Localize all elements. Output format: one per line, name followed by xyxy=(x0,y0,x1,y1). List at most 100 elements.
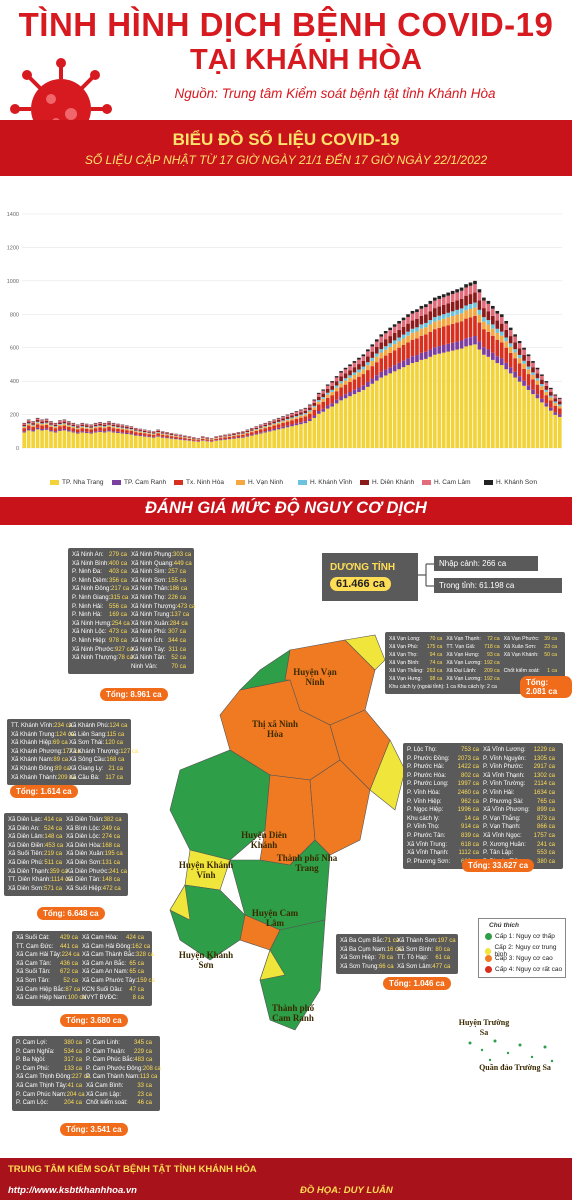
bar-segment xyxy=(98,427,102,431)
bar-segment xyxy=(513,352,517,359)
bar-segment xyxy=(357,359,361,365)
bar-segment xyxy=(361,374,366,386)
bar-segment xyxy=(241,433,245,435)
bar-segment xyxy=(40,423,44,425)
bar-segment xyxy=(26,430,31,448)
bar-segment xyxy=(125,430,129,433)
bar-segment xyxy=(361,366,366,370)
bar-segment xyxy=(432,308,437,318)
bar-segment xyxy=(116,427,120,429)
bar-segment xyxy=(258,428,263,430)
bar-segment xyxy=(236,434,241,436)
bar-segment xyxy=(464,338,468,347)
bar-segment xyxy=(441,326,446,345)
bar-segment xyxy=(522,363,526,369)
bar-segment xyxy=(209,438,214,439)
bar-segment xyxy=(522,347,526,350)
bar-segment xyxy=(258,427,263,429)
bar-segment xyxy=(84,428,89,432)
bar-segment xyxy=(75,432,80,434)
bar-segment xyxy=(102,426,107,427)
bar-segment xyxy=(169,436,174,438)
bar-segment xyxy=(531,389,535,395)
map-region-khanh-vinh xyxy=(169,749,271,861)
bar-segment xyxy=(174,436,178,439)
bar-segment xyxy=(31,421,35,422)
bar-segment xyxy=(294,417,299,419)
bar-segment xyxy=(281,422,285,427)
bar-segment xyxy=(441,304,446,315)
bar-segment xyxy=(281,421,285,423)
bar-segment xyxy=(410,310,415,314)
box-cam-lam: Xã Suối Cát: 429 ca Xã Cam Hòa: 424 ca TT. C… xyxy=(12,931,155,1006)
bar-segment xyxy=(348,375,352,378)
footer-website-link[interactable]: http://www.ksbtkhanhhoa.vn xyxy=(8,1185,137,1196)
bar-segment xyxy=(397,320,401,324)
bar-segment xyxy=(343,367,348,370)
bar-segment xyxy=(508,367,513,374)
box-row: Xã Ninh Bình: 400 ca Xã Ninh Quang: 449 ca xyxy=(72,560,192,567)
bar-segment xyxy=(138,432,143,436)
bar-segment xyxy=(160,433,165,434)
bar-segment xyxy=(383,331,388,334)
bar-segment xyxy=(263,432,268,448)
bar-segment xyxy=(80,424,85,427)
bar-segment xyxy=(120,428,125,430)
bar-segment xyxy=(205,438,210,440)
map-region-cam-ranh-yellow xyxy=(259,949,286,981)
bar-segment xyxy=(308,410,312,412)
bar-segment xyxy=(58,422,62,425)
bar-segment xyxy=(357,392,361,448)
box-row: Xã Cam Hiệp Nam: 100 ca NVYT BVĐC: 8 ca xyxy=(16,995,144,1002)
bar-segment xyxy=(187,440,192,448)
bar-segment xyxy=(205,439,210,441)
bar-segment xyxy=(267,431,272,448)
bar-segment xyxy=(62,430,67,448)
bar-segment xyxy=(468,304,473,310)
bar-segment xyxy=(75,433,80,448)
bar-segment xyxy=(138,431,143,433)
bar-segment xyxy=(53,426,58,429)
box-row: Xã Sơn Trung: 66 ca Xã Sơn Lâm: 477 ca xyxy=(340,963,451,970)
bar-segment xyxy=(147,436,152,438)
bar-segment xyxy=(459,321,464,341)
bar-segment xyxy=(98,426,102,428)
bar-segment xyxy=(348,396,352,448)
place-nha-trang: Thành phố Nha Trang xyxy=(276,853,338,873)
bar-segment xyxy=(339,372,343,377)
bar-segment xyxy=(44,423,49,425)
legend-item: H. Cam Lâm xyxy=(422,479,470,486)
legend-swatch xyxy=(484,480,493,485)
bar-segment xyxy=(263,426,268,429)
bar-segment xyxy=(531,374,535,380)
y-tick-label: 400 xyxy=(10,379,19,385)
bar-segment xyxy=(535,378,540,381)
bar-segment xyxy=(285,418,290,420)
bar-segment xyxy=(374,375,379,381)
bar-segment xyxy=(294,425,299,448)
bar-segment xyxy=(553,398,558,402)
bar-segment xyxy=(544,381,549,383)
bar-segment xyxy=(267,424,272,426)
box-row: Xã Diên An: 524 ca Xã Bình Lộc: 249 ca xyxy=(8,825,120,832)
bar-segment xyxy=(361,354,366,357)
bar-segment xyxy=(379,334,384,337)
bar-segment xyxy=(464,305,468,311)
bar-segment xyxy=(482,321,486,330)
risk-legend-item: Cấp 1: Nguy cơ thấp xyxy=(485,933,555,940)
box-row: P. Phước Hải: 1422 ca P. Vĩnh Phước: 2917 c… xyxy=(407,764,555,771)
bar-segment xyxy=(508,336,513,344)
bar-segment xyxy=(522,354,526,361)
bar-segment xyxy=(464,284,468,288)
bar-segment xyxy=(406,365,410,448)
bar-segment xyxy=(334,385,339,388)
bar-segment xyxy=(303,408,308,411)
bar-segment xyxy=(232,438,236,448)
bar-segment xyxy=(62,428,67,431)
bar-segment xyxy=(272,419,276,421)
bar-segment xyxy=(540,389,544,399)
bar-segment xyxy=(49,424,53,426)
bar-segment xyxy=(339,396,343,401)
bar-segment xyxy=(540,402,544,448)
bar-segment xyxy=(401,320,406,327)
